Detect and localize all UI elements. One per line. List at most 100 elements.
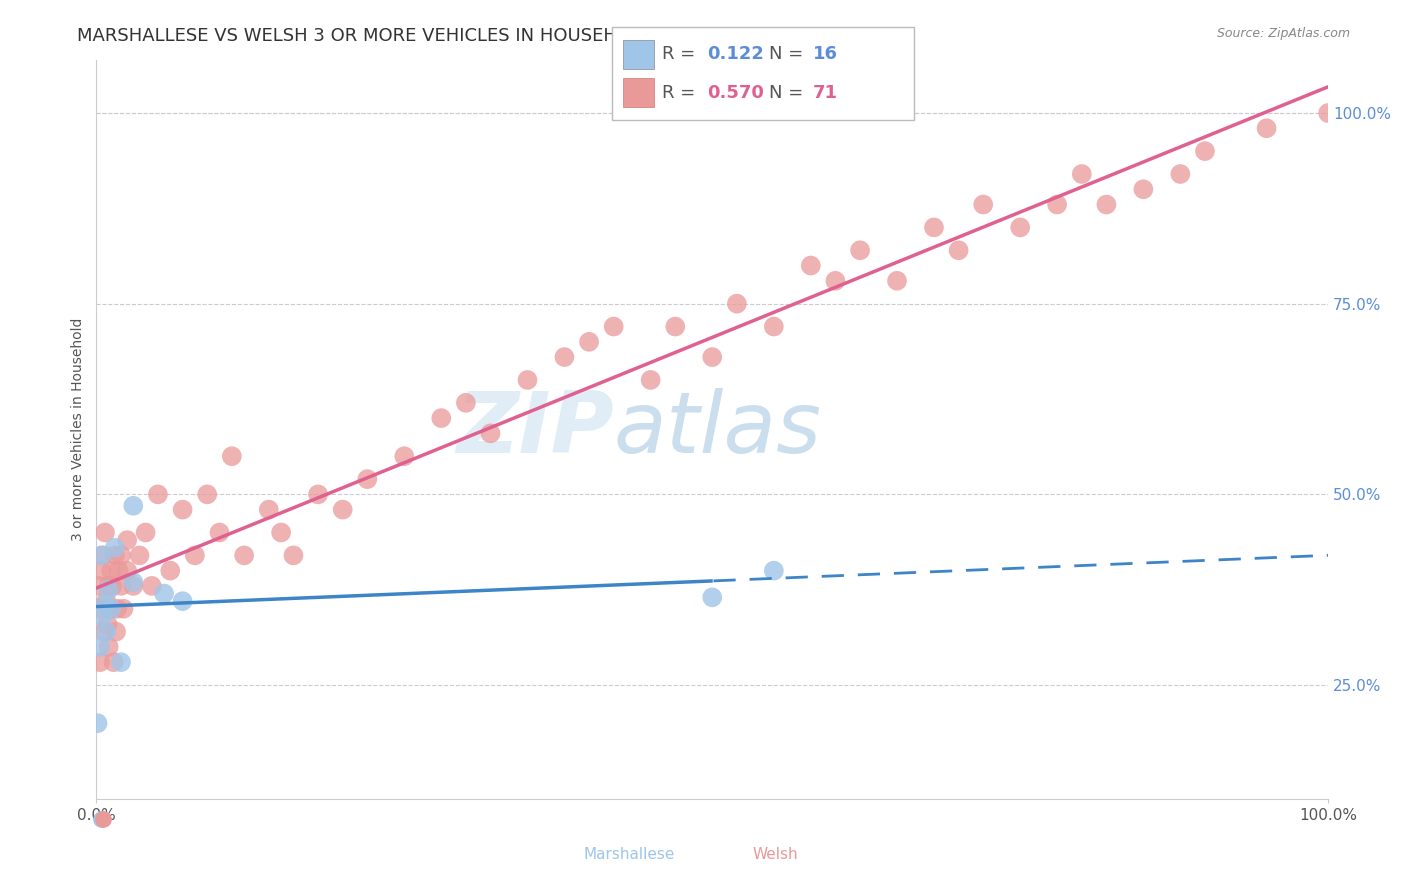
Text: R =: R = [662,84,702,102]
Point [128,549,150,563]
Point [479,426,502,441]
Point [135,525,157,540]
Point [91,812,114,826]
Point [112,601,135,615]
Point [922,220,945,235]
Point [94,598,117,612]
Point [153,586,176,600]
Point [93,624,115,639]
Point [122,579,145,593]
Text: MARSHALLESE VS WELSH 3 OR MORE VEHICLES IN HOUSEHOLD CORRELATION CHART: MARSHALLESE VS WELSH 3 OR MORE VEHICLES … [77,27,856,45]
Point [1095,197,1118,211]
Point [640,373,662,387]
Point [332,502,354,516]
Point [90,549,112,563]
Point [110,579,132,593]
Point [89,640,111,654]
Point [115,564,138,578]
Point [270,525,292,540]
Point [553,350,575,364]
Point [1070,167,1092,181]
Point [96,594,118,608]
Point [107,564,129,578]
Text: 0.570: 0.570 [707,84,763,102]
Point [115,533,138,548]
Point [454,396,477,410]
Point [578,334,600,349]
Point [86,716,108,731]
Point [98,601,121,615]
Text: 0.122: 0.122 [707,45,763,63]
Point [972,197,994,211]
Point [104,541,127,555]
Point [146,487,169,501]
Point [96,617,118,632]
Point [307,487,329,501]
Point [1132,182,1154,196]
Point [91,609,114,624]
Point [100,564,122,578]
Text: ZIP: ZIP [456,388,613,471]
Text: N =: N = [769,84,808,102]
Text: atlas: atlas [613,388,821,471]
Point [233,549,256,563]
Point [103,655,125,669]
Point [1168,167,1191,181]
Point [97,582,120,597]
Point [948,244,970,258]
Point [122,575,145,590]
Text: Welsh: Welsh [752,847,797,862]
Point [824,274,846,288]
Point [221,449,243,463]
Point [100,601,122,615]
Text: N =: N = [769,45,808,63]
Point [886,274,908,288]
Point [702,350,724,364]
Point [97,640,120,654]
Point [184,549,207,563]
Point [89,655,111,669]
Point [101,579,124,593]
Point [725,296,748,310]
Point [87,579,110,593]
Point [105,624,128,639]
Point [122,499,145,513]
Point [1317,106,1340,120]
Point [1010,220,1032,235]
Text: R =: R = [662,45,702,63]
Point [90,812,112,826]
Point [356,472,378,486]
Point [800,259,823,273]
Point [394,449,416,463]
Point [762,319,785,334]
Point [430,411,453,425]
Point [105,601,128,615]
Point [1046,197,1069,211]
Point [97,579,120,593]
Point [602,319,624,334]
Point [172,594,194,608]
Point [516,373,538,387]
Point [762,564,785,578]
Text: 16: 16 [813,45,838,63]
Point [1194,144,1216,158]
Point [702,591,724,605]
Point [86,601,108,615]
Point [1256,121,1278,136]
Point [257,502,280,516]
Text: Marshallese: Marshallese [583,847,675,862]
Point [110,655,132,669]
Point [104,549,127,563]
Point [96,624,118,639]
Point [664,319,686,334]
Text: 71: 71 [813,84,838,102]
Point [110,549,132,563]
Point [208,525,231,540]
Point [849,244,872,258]
Y-axis label: 3 or more Vehicles in Household: 3 or more Vehicles in Household [72,318,86,541]
Text: Source: ZipAtlas.com: Source: ZipAtlas.com [1216,27,1350,40]
Point [283,549,305,563]
Point [141,579,163,593]
Point [94,525,117,540]
Point [172,502,194,516]
